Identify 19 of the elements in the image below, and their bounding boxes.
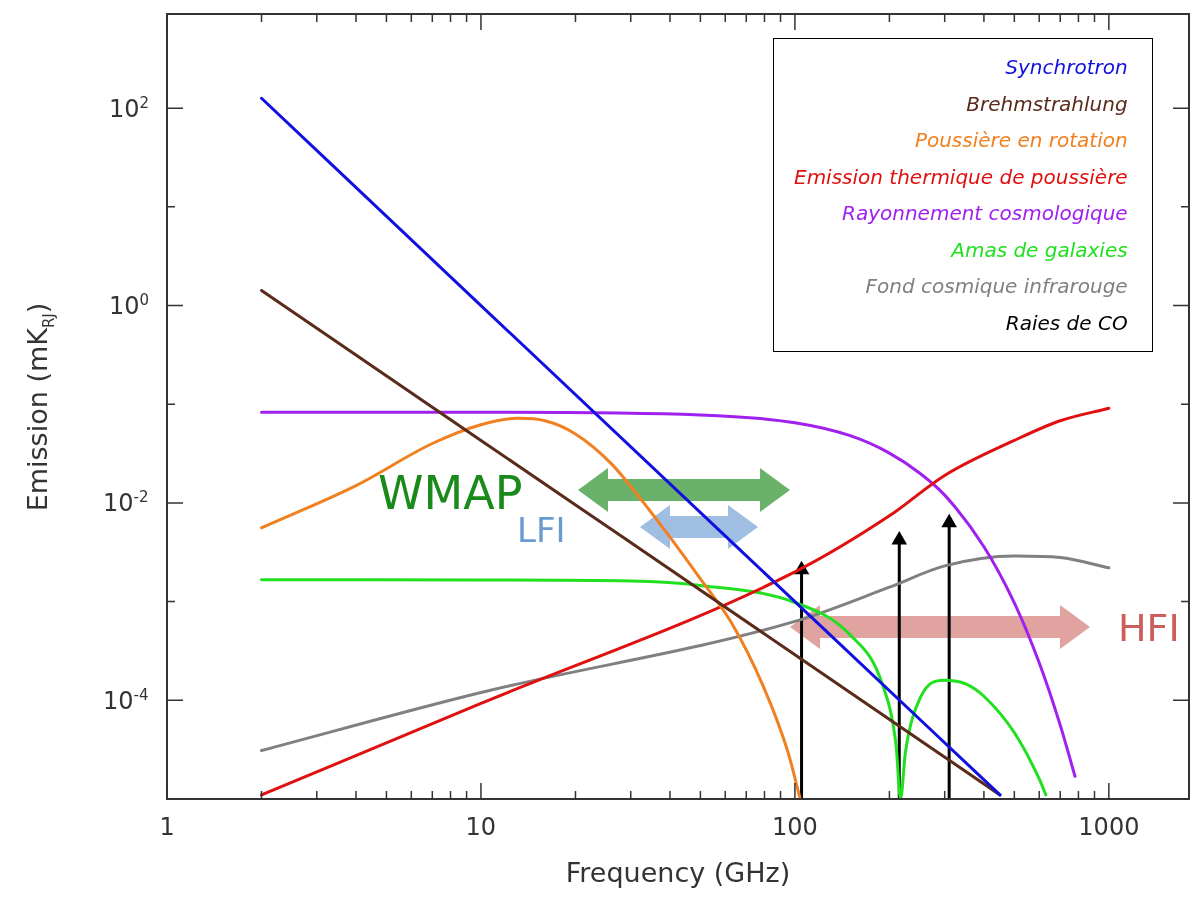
x-tick-label: 10 xyxy=(465,813,496,841)
x-tick-label: 1 xyxy=(159,813,175,841)
annotation: LFI xyxy=(517,510,566,550)
text: Raies de CO xyxy=(1004,309,1128,337)
y-tick-label: 10$^{0}$ xyxy=(109,291,150,321)
y-tick-label: 10$^{-2}$ xyxy=(103,488,149,518)
text: Poussière en rotation xyxy=(913,127,1128,154)
text: Fond cosmique infrarouge xyxy=(864,273,1128,300)
x-tick-label: 100 xyxy=(771,813,818,841)
text: Amas de galaxies xyxy=(949,236,1128,264)
y-tick-label: 10$^{-4}$ xyxy=(103,685,149,715)
x-axis-title: Frequency (GHz) xyxy=(565,857,791,888)
text: Brehmstrahlung xyxy=(965,90,1128,118)
x-tick-label: 1000 xyxy=(1078,813,1140,841)
text: Emission thermique de poussière xyxy=(794,163,1128,191)
text: Synchrotron xyxy=(1004,54,1128,81)
annotation: HFI xyxy=(1118,606,1180,650)
y-tick-label: 10$^{2}$ xyxy=(109,93,150,123)
text: Rayonnement cosmologique xyxy=(841,200,1128,227)
